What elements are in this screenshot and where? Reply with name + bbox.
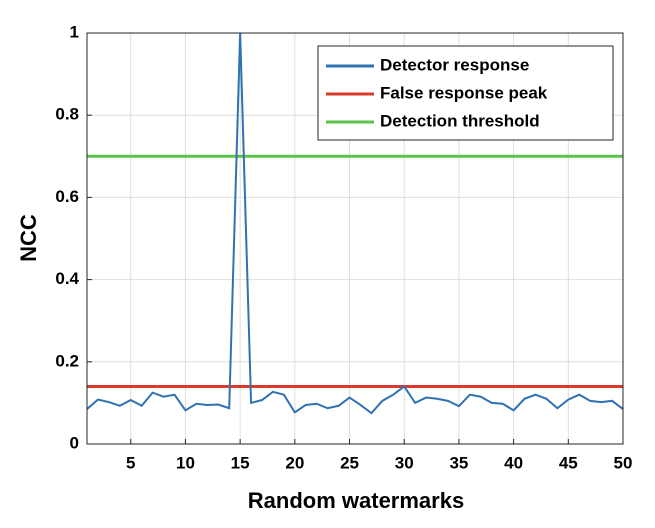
legend-label: False response peak [380,83,548,102]
x-tick-label: 20 [285,453,304,472]
legend-label: Detector response [380,55,529,74]
x-tick-label: 40 [504,453,523,472]
axes-box [86,32,624,445]
y-axis-label: NCC [16,214,41,262]
x-tick-label: 10 [176,453,195,472]
legend-label: Detection threshold [380,111,540,130]
y-tick-label: 1 [70,22,79,41]
x-tick-label: 5 [126,453,135,472]
x-axis-label: Random watermarks [248,488,464,513]
y-tick-label: 0.2 [55,351,79,370]
y-tick-label: 0.6 [55,187,79,206]
x-tick-label: 25 [340,453,359,472]
y-tick-label: 0.8 [55,105,79,124]
x-tick-label: 50 [614,453,633,472]
y-tick-label: 0 [70,433,79,452]
data-line [86,32,624,415]
x-tick-label: 45 [559,453,578,472]
x-tick-label: 15 [231,453,250,472]
y-tick-label: 0.4 [55,269,79,288]
x-tick-label: 30 [395,453,414,472]
x-tick-label: 35 [449,453,468,472]
